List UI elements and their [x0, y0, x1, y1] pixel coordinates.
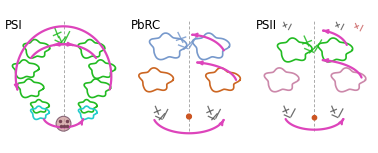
Circle shape — [56, 116, 71, 131]
Circle shape — [187, 114, 191, 119]
Text: PbRC: PbRC — [130, 19, 161, 32]
Text: PSII: PSII — [256, 19, 277, 32]
Circle shape — [312, 116, 317, 120]
Text: PSI: PSI — [5, 19, 23, 32]
